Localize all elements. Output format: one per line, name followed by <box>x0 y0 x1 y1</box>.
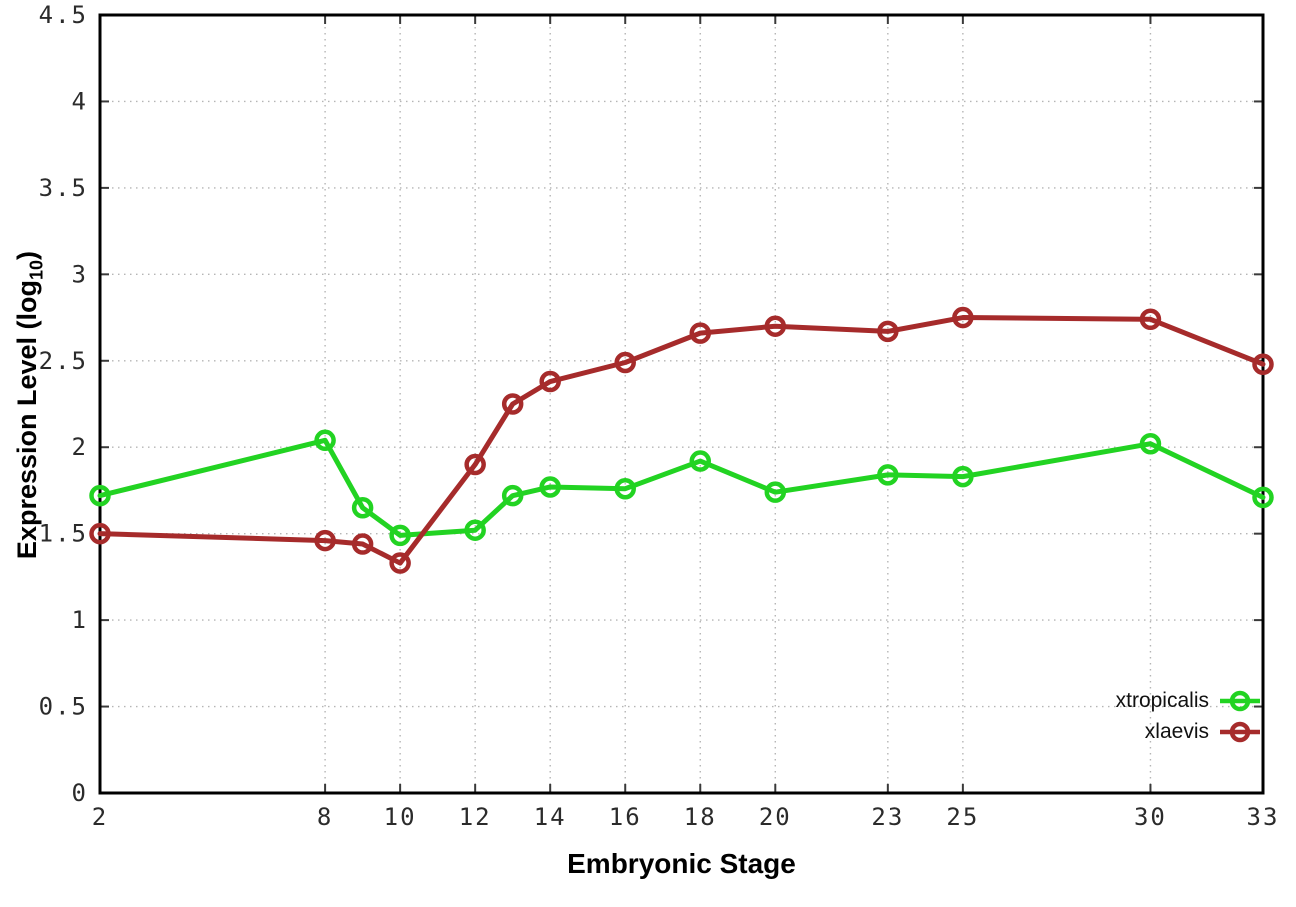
legend-label: xtropicalis <box>1115 689 1209 712</box>
data-point-xtropicalis-stage-18 <box>689 450 712 472</box>
data-point-xtropicalis-stage-30 <box>1139 433 1162 455</box>
data-point-xtropicalis-stage-13 <box>501 484 524 507</box>
data-point-xtropicalis-stage-16 <box>614 477 636 500</box>
y-axis-title: Expression Level (log10) <box>8 155 46 655</box>
series-line-xlaevis <box>97 315 1266 566</box>
data-point-xtropicalis-stage-2 <box>89 484 111 507</box>
y-tick-label: 4.5 <box>39 1 88 29</box>
data-point-xtropicalis-stage-12 <box>464 519 486 541</box>
y-tick-label: 2.5 <box>39 347 88 375</box>
legend-item-xlaevis: xlaevis <box>1145 719 1262 745</box>
data-point-xtropicalis-stage-9 <box>351 496 374 519</box>
x-tick-label: 10 <box>384 803 417 831</box>
data-point-xlaevis-stage-10 <box>389 552 411 574</box>
data-point-xtropicalis-stage-25 <box>952 465 974 488</box>
data-point-xtropicalis-stage-10 <box>389 524 411 547</box>
x-axis-title: Embryonic Stage <box>567 848 796 879</box>
y-tick-label: 3 <box>72 260 88 288</box>
legend-marker-circle <box>1229 721 1251 743</box>
data-point-xlaevis-stage-13 <box>501 393 524 415</box>
data-point-xlaevis-stage-25 <box>952 306 974 329</box>
x-tick-label: 8 <box>317 803 333 831</box>
data-point-xtropicalis-stage-8 <box>314 429 336 452</box>
data-point-xlaevis-stage-8 <box>314 529 336 552</box>
series-line-xtropicalis <box>97 437 1266 538</box>
x-tick-label: 18 <box>684 803 717 831</box>
y-axis-title-subscript: 10 <box>26 259 47 280</box>
y-tick-label: 1 <box>72 606 88 634</box>
x-tick-label: 14 <box>534 803 567 831</box>
x-tick-label: 23 <box>871 803 904 831</box>
data-point-xlaevis-stage-12 <box>464 453 486 476</box>
data-point-xtropicalis-stage-14 <box>539 476 561 498</box>
legend-marker-circle <box>1229 690 1251 712</box>
x-tick-label: 25 <box>946 803 979 831</box>
x-tick-label: 16 <box>609 803 642 831</box>
data-point-xlaevis-stage-16 <box>614 351 636 374</box>
data-point-xtropicalis-stage-20 <box>764 481 787 503</box>
y-tick-label: 4 <box>72 87 88 115</box>
y-tick-label: 3.5 <box>39 174 88 202</box>
x-tick-label: 12 <box>459 803 492 831</box>
legend-item-xtropicalis: xtropicalis <box>1116 688 1262 714</box>
data-point-xlaevis-stage-9 <box>351 533 374 555</box>
y-tick-label: 2 <box>72 433 88 461</box>
data-point-xtropicalis-stage-33 <box>1252 486 1274 509</box>
y-tick-label: 0 <box>72 779 88 807</box>
y-tick-label: 1.5 <box>39 520 88 548</box>
y-tick-label: 0.5 <box>39 693 88 721</box>
x-tick-label: 33 <box>1247 803 1280 831</box>
y-axis-title-suffix: ) <box>12 250 42 260</box>
x-tick-label: 2 <box>92 803 108 831</box>
x-tick-label: 20 <box>759 803 792 831</box>
data-point-xlaevis-stage-20 <box>764 315 787 337</box>
data-point-xlaevis-stage-33 <box>1252 353 1274 375</box>
data-point-xlaevis-stage-2 <box>89 522 111 545</box>
legend-sample-icon <box>1220 690 1260 712</box>
data-point-xtropicalis-stage-23 <box>877 464 899 486</box>
y-axis-title-text: Expression Level (log <box>12 279 42 560</box>
legend-sample-icon <box>1220 721 1260 743</box>
legend-label: xlaevis <box>1144 720 1209 743</box>
x-tick-label: 30 <box>1134 803 1167 831</box>
data-point-xlaevis-stage-14 <box>539 370 561 393</box>
data-point-xlaevis-stage-30 <box>1139 308 1162 331</box>
plot-border <box>98 13 1265 795</box>
data-point-xlaevis-stage-23 <box>877 320 899 343</box>
data-point-xlaevis-stage-18 <box>689 322 712 344</box>
